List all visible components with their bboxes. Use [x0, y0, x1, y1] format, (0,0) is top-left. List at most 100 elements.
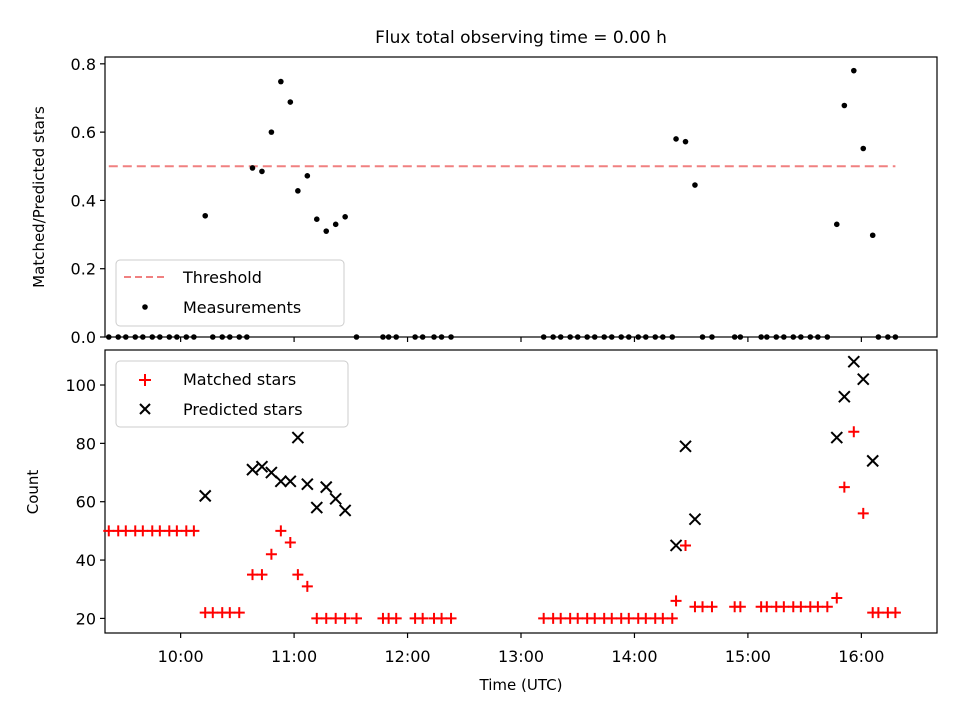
measurement-point	[419, 334, 426, 340]
measurement-point	[643, 334, 649, 340]
measurement-point	[652, 334, 659, 340]
predicted-star-point	[246, 463, 259, 476]
measurement-point	[669, 334, 676, 340]
predicted-star-point	[329, 492, 342, 506]
predicted-star-point	[838, 390, 851, 403]
measurement-point	[540, 334, 547, 340]
measurement-point	[431, 334, 437, 340]
count-x-axis-label: Time (UTC)	[479, 676, 563, 694]
matched-star-point	[538, 612, 550, 624]
legend-measurement-swatch	[142, 304, 148, 310]
figure-title: Flux total observing time = 0.00 h	[375, 28, 667, 48]
matched-star-point	[606, 612, 618, 624]
measurement-point	[885, 334, 891, 340]
y-tick-label: 60	[76, 493, 96, 512]
measurement-point	[304, 173, 311, 179]
x-tick-label: 11:00	[271, 647, 317, 666]
matched-star-point	[188, 525, 200, 537]
measurement-point	[353, 334, 360, 340]
measurement-point	[412, 334, 418, 340]
count-y-axis: 20 40 60 80 100	[65, 376, 105, 628]
measurement-point	[731, 334, 738, 340]
matched-star-point	[350, 612, 362, 624]
measurement-point	[584, 334, 590, 340]
legend-threshold-label: Threshold	[182, 268, 262, 287]
matched-star-point	[292, 569, 304, 581]
matched-star-point	[657, 612, 669, 624]
y-tick-label: 0.0	[71, 328, 96, 347]
matched-star-point	[734, 601, 746, 613]
predicted-star-point	[669, 539, 683, 552]
predicted-star-point	[679, 440, 692, 453]
measurement-point	[287, 99, 294, 105]
matched-star-point	[848, 426, 860, 438]
matched-star-point	[445, 612, 457, 624]
ratio-legend-frame	[115, 259, 345, 327]
measurement-point	[790, 334, 797, 340]
measurement-point	[781, 334, 787, 340]
ratio-marks	[105, 67, 899, 340]
predicted-star-point	[310, 501, 323, 514]
predicted-star-point	[274, 475, 288, 488]
matched-star-point	[417, 612, 429, 624]
measurement-point	[591, 334, 598, 340]
measurement-point	[682, 138, 689, 145]
measurement-point	[132, 334, 139, 340]
matched-star-point	[284, 537, 296, 549]
measurement-point	[236, 334, 243, 340]
matched-star-point	[275, 525, 287, 537]
matched-star-point	[246, 569, 258, 581]
measurement-point	[219, 334, 226, 340]
measurement-point	[635, 334, 642, 340]
matched-star-point	[256, 569, 268, 581]
count-legend-frame	[115, 360, 349, 428]
predicted-star-point	[255, 460, 269, 473]
measurement-point	[692, 182, 698, 188]
measurement-point	[601, 334, 607, 340]
measurement-point	[342, 214, 348, 220]
legend-matched-swatch	[139, 374, 151, 386]
matched-star-point	[706, 601, 718, 613]
measurement-point	[295, 188, 301, 194]
measurement-point	[123, 334, 129, 340]
predicted-star-point	[199, 489, 212, 503]
count-panel: 20 40 60 80 100 10:00 11:00 12:00 13:00 14:00 15:…	[24, 349, 938, 694]
measurement-point	[618, 334, 625, 340]
predicted-star-point	[688, 513, 702, 526]
measurement-point	[764, 334, 770, 340]
predicted-star-point	[847, 355, 861, 368]
measurement-point	[448, 334, 454, 340]
measurement-point	[183, 334, 190, 340]
measurement-point	[105, 334, 112, 340]
measurement-point	[773, 334, 780, 340]
matched-star-point	[838, 481, 850, 493]
y-tick-label: 20	[76, 609, 96, 628]
matched-star-point	[555, 612, 567, 624]
matched-star-point	[301, 580, 313, 592]
y-tick-label: 40	[76, 551, 96, 570]
y-tick-label: 0.6	[71, 123, 96, 142]
measurement-point	[699, 334, 706, 340]
legend-measurement-label: Measurements	[183, 298, 301, 317]
ratio-x-ticks	[180, 337, 862, 342]
matched-star-point	[265, 548, 277, 560]
measurement-point	[209, 334, 216, 340]
count-marks	[103, 355, 901, 624]
measurement-point	[323, 228, 330, 234]
predicted-star-point	[284, 475, 297, 488]
measurement-point	[438, 334, 445, 340]
y-tick-label: 0.8	[71, 55, 96, 74]
measurement-point	[140, 334, 146, 340]
measurement-point	[191, 334, 197, 340]
y-tick-label: 100	[65, 376, 96, 395]
measurement-point	[244, 334, 250, 340]
measurement-point	[860, 145, 867, 152]
measurement-point	[157, 334, 163, 340]
matched-star-point	[680, 539, 692, 551]
matched-star-point	[436, 612, 448, 624]
predicted-star-point	[857, 372, 870, 386]
ratio-panel: 0.00.20.40.60.8 Matched/Predicted stars …	[30, 55, 938, 347]
measurement-point	[851, 67, 857, 74]
count-legend: Matched stars Predicted stars	[115, 360, 349, 428]
